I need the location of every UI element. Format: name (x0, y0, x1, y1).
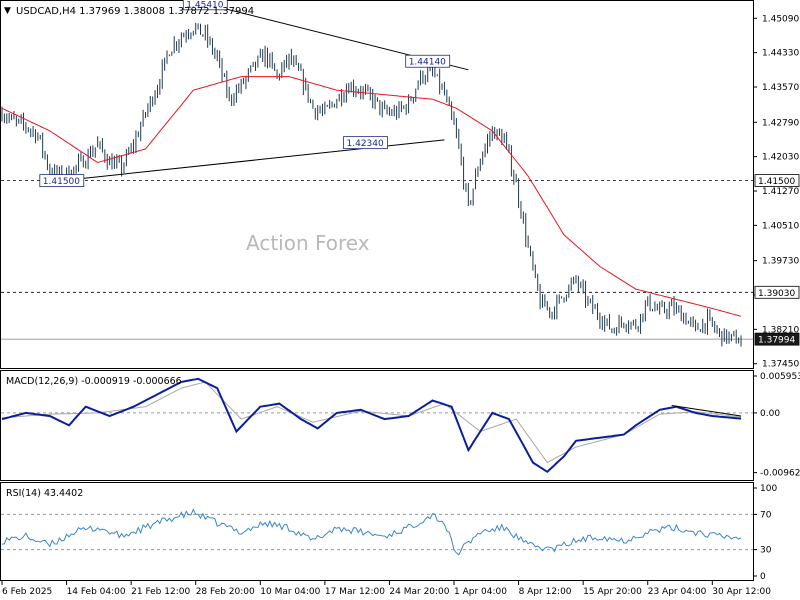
time-tick-label: 10 Mar 04:00 (260, 587, 320, 597)
time-tick-label: 30 Apr 12:00 (712, 587, 771, 597)
price-tick-label: 1.40510 (762, 221, 799, 231)
price-tick-label: 1.42790 (762, 118, 799, 128)
price-panel[interactable] (0, 0, 754, 369)
macd-tick-label: 0.00 (760, 409, 780, 419)
time-tick-label: 28 Feb 20:00 (196, 587, 255, 597)
price-tick-label: 1.38210 (762, 325, 799, 335)
labels-layer: 1.41500 1.39030 1.37994 1.45410 1.44140 1.423… (39, 0, 800, 346)
time-tick-label: 1 Apr 04:00 (454, 587, 507, 597)
dropdown-triangle-icon[interactable]: ▼ (4, 6, 11, 16)
annotation-label: 1.44140 (409, 58, 446, 68)
price-level-tag-label: 1.41500 (758, 177, 795, 187)
rsi-tick-label: 100 (760, 484, 777, 494)
time-tick-label: 24 Mar 20:00 (389, 587, 449, 597)
rsi-panel[interactable] (0, 482, 754, 581)
rsi-layer (1, 508, 742, 556)
price-tick-label: 1.41270 (762, 187, 799, 197)
macd-tick-label: -0.009629 (760, 469, 800, 479)
rsi-tick-label: 70 (760, 510, 772, 520)
time-tick-label: 14 Feb 04:00 (67, 587, 126, 597)
annotation-box (405, 54, 451, 68)
macd-line (1, 377, 742, 474)
macd-trendline (671, 404, 742, 417)
macd-layer (1, 377, 742, 474)
rsi-title: RSI(14) 43.4402 (6, 488, 83, 499)
price-level-tag (754, 174, 800, 188)
time-tick-label: 6 Feb 2025 (2, 587, 52, 597)
price-tick-label: 1.37450 (762, 360, 799, 370)
annotation-label: 1.45410 (186, 0, 223, 10)
symbol-header: USDCAD,H4 1.37969 1.38008 1.37872 1.3799… (16, 6, 254, 17)
annotation-label: 1.42340 (347, 139, 384, 149)
annotation-label: 1.41500 (43, 177, 80, 187)
price-tick-label: 1.44330 (762, 49, 799, 59)
time-tick-label: 17 Mar 12:00 (325, 587, 385, 597)
moving-average-line (1, 76, 742, 317)
annotation-box (182, 0, 228, 11)
price-tick-label: 1.42030 (762, 153, 799, 163)
time-tick-label: 23 Apr 04:00 (648, 587, 707, 597)
macd-panel[interactable] (0, 370, 754, 481)
rsi-tick-label: 0 (760, 572, 766, 582)
time-tick-label: 15 Apr 20:00 (583, 587, 642, 597)
watermark: Action Forex (246, 231, 370, 255)
price-level-tag (754, 332, 800, 346)
time-tick-label: 8 Apr 12:00 (519, 587, 572, 597)
time-tick-label: 21 Feb 12:00 (131, 587, 190, 597)
rsi-line (1, 508, 742, 556)
moving-average-layer (1, 76, 742, 317)
macd-tick-label: 0.005953 (760, 372, 800, 382)
price-level-tag (754, 285, 800, 299)
price-tick-label: 1.39730 (762, 257, 799, 267)
price-level-tag-label: 1.39030 (758, 289, 795, 299)
candles-layer (1, 22, 742, 347)
price-tick-label: 1.45090 (762, 14, 799, 24)
rsi-tick-label: 30 (760, 546, 772, 556)
price-tick-label: 1.43570 (762, 83, 799, 93)
macd-title: MACD(12,26,9) -0.000919 -0.000666 (6, 376, 182, 387)
grid-layer (1, 180, 753, 551)
annotation-box (343, 136, 388, 150)
annotation-box (39, 174, 85, 188)
price-level-tag-label: 1.37994 (758, 336, 795, 346)
